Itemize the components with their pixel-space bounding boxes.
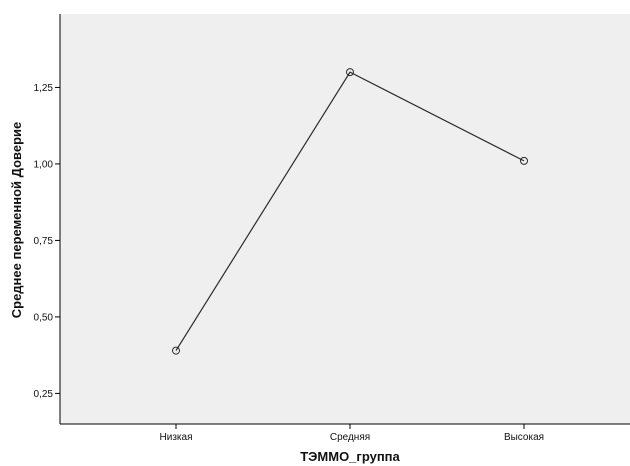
y-axis-ticks: 0,25 0,50 0,75 1,00 1,25 bbox=[34, 83, 60, 400]
x-tick-label: Высокая bbox=[504, 432, 544, 443]
data-point-marker bbox=[172, 346, 180, 355]
series-layer bbox=[172, 68, 528, 355]
x-tick-label: Средняя bbox=[330, 432, 370, 443]
x-axis-ticks: Низкая Средняя Высокая bbox=[160, 424, 544, 443]
y-tick-label: 1,25 bbox=[34, 83, 54, 94]
y-tick-label: 1,00 bbox=[34, 159, 54, 170]
series-line bbox=[175, 71, 525, 351]
plot-area bbox=[60, 14, 630, 424]
y-tick-label: 0,50 bbox=[34, 312, 54, 323]
data-point-marker bbox=[520, 156, 528, 165]
y-axis-title: Среднее переменной Доверие bbox=[9, 122, 24, 319]
x-axis-title: ТЭММО_группа bbox=[300, 449, 400, 464]
data-point-marker bbox=[346, 68, 354, 77]
y-tick-label: 0,25 bbox=[34, 389, 54, 400]
y-tick-label: 0,75 bbox=[34, 236, 54, 247]
x-tick-label: Низкая bbox=[160, 432, 193, 443]
